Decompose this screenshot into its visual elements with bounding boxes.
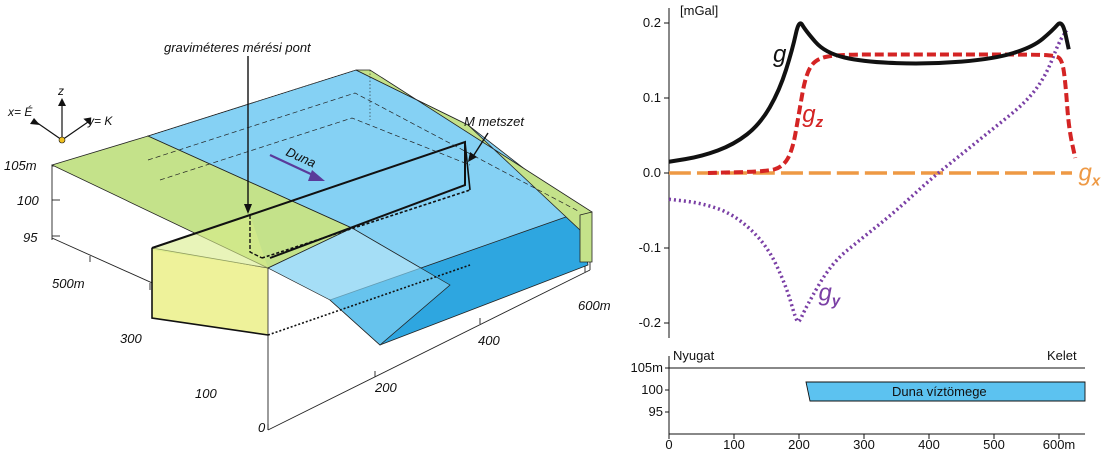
y-tick-label: -0.2 bbox=[639, 315, 661, 330]
axes-triad bbox=[35, 104, 89, 141]
profile-x-tick-label: 600m bbox=[1043, 437, 1076, 450]
x-tick: 300 bbox=[120, 331, 142, 346]
gravity-chart: [mGal] 0.2 0.1 0.0 -0.1 -0.2 g gz gx gy bbox=[639, 3, 1101, 338]
profile-x-tick-label: 500 bbox=[983, 437, 1005, 450]
profile-x-tick-label: 300 bbox=[853, 437, 875, 450]
x-tick: 500m bbox=[52, 276, 85, 291]
block-diagram: graviméteres mérési pont M metszet Duna … bbox=[4, 40, 611, 435]
section-label: M metszet bbox=[464, 114, 525, 129]
profile-x-tick-label: 200 bbox=[788, 437, 810, 450]
profile-x-tick-label: 100 bbox=[723, 437, 745, 450]
axis-z-label: z bbox=[57, 84, 64, 98]
water-body bbox=[805, 381, 1086, 402]
profile: Nyugat Kelet Duna víztömege 105m 100 95 … bbox=[630, 348, 1086, 450]
x-tick: 100 bbox=[195, 386, 217, 401]
y-tick-label: 0.1 bbox=[643, 90, 661, 105]
z-tick: 100 bbox=[17, 193, 39, 208]
profile-y-tick: 105m bbox=[630, 360, 663, 375]
left-label: Nyugat bbox=[673, 348, 715, 363]
axis-y-label: y= K bbox=[87, 114, 113, 128]
series-label: g bbox=[773, 41, 787, 68]
profile-x-tick-label: 400 bbox=[918, 437, 940, 450]
y-tick: 200 bbox=[374, 380, 397, 395]
series-label: gy bbox=[819, 280, 841, 310]
x-tick: 0 bbox=[258, 420, 266, 435]
series-gz-line bbox=[707, 52, 1078, 175]
profile-y-tick: 100 bbox=[641, 382, 663, 397]
point-label: graviméteres mérési pont bbox=[164, 40, 312, 55]
y-tick-label: 0.2 bbox=[643, 15, 661, 30]
profile-y-tick: 95 bbox=[649, 404, 663, 419]
river-arrow bbox=[269, 154, 316, 177]
series-gy-line bbox=[668, 29, 1069, 324]
y-tick-label: -0.1 bbox=[639, 240, 661, 255]
unit-label: [mGal] bbox=[680, 3, 718, 18]
y-tick: 600m bbox=[578, 298, 611, 313]
right-label: Kelet bbox=[1047, 348, 1077, 363]
series-label: gx bbox=[1079, 160, 1101, 190]
water-label: Duna víztömege bbox=[892, 384, 987, 399]
y-tick: 400 bbox=[478, 333, 500, 348]
axis-x-label: x= É bbox=[7, 104, 33, 119]
y-tick-label: 0.0 bbox=[643, 165, 661, 180]
z-tick: 105m bbox=[4, 158, 37, 173]
series-label: gz bbox=[802, 101, 823, 131]
profile-x-tick-label: 0 bbox=[665, 437, 672, 450]
z-tick: 95 bbox=[23, 230, 38, 245]
series-g-line bbox=[668, 21, 1071, 164]
